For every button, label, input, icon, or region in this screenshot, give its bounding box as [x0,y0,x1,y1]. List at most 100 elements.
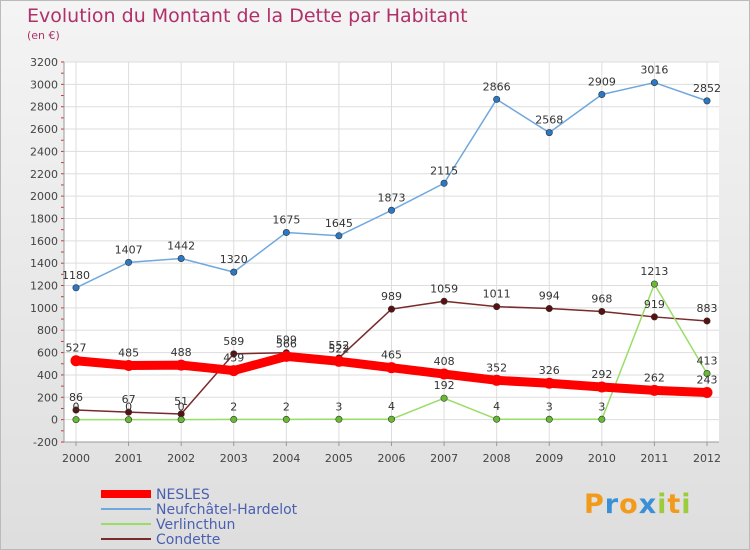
x-tick-label: 2003 [220,452,248,465]
data-point [72,284,80,292]
data-label: 3016 [640,64,668,77]
data-point [438,368,450,380]
data-label: 0 [73,401,80,414]
x-tick-label: 2012 [693,452,721,465]
data-label: 883 [697,302,718,315]
y-tick-label: 1800 [30,212,58,225]
y-tick-label: 800 [37,324,58,337]
x-tick-label: 2008 [483,452,511,465]
legend-label: Condette [156,532,220,548]
y-tick-label: -200 [33,436,58,449]
data-label: 2852 [693,82,721,95]
data-point [701,386,713,398]
data-point [650,79,658,87]
data-point [598,307,606,315]
data-label: 3 [546,400,553,413]
data-point [491,374,503,386]
data-point [230,350,238,358]
x-tick-label: 2007 [430,452,458,465]
data-label: 1645 [325,217,353,230]
y-tick-label: 3000 [30,78,58,91]
x-tick-label: 2009 [535,452,563,465]
y-tick-label: 2800 [30,101,58,114]
y-tick-label: 1200 [30,280,58,293]
data-label: 3 [335,400,342,413]
y-tick-label: 400 [37,369,58,382]
data-point [598,91,606,99]
data-point [125,416,133,424]
data-point [335,232,343,240]
data-label: 919 [644,298,665,311]
data-point [440,394,448,402]
data-label: 4 [388,400,395,413]
y-tick-label: 2600 [30,123,58,136]
y-tick-label: 2000 [30,190,58,203]
data-label: 552 [328,339,349,352]
data-label: 243 [697,373,718,386]
data-point [177,254,185,262]
data-label: 2 [230,400,237,413]
data-point [230,415,238,423]
data-point [125,258,133,266]
data-label: 566 [276,337,297,350]
brand-logo: Proxiti [584,489,692,520]
y-tick-label: 200 [37,391,58,404]
data-point [545,305,553,313]
chart-title: Evolution du Montant de la Dette par Hab… [27,5,468,27]
x-tick-label: 2004 [272,452,300,465]
data-point [387,305,395,313]
data-point [440,179,448,187]
brand-logo-letter: t [667,489,682,520]
data-label: 1407 [115,243,143,256]
data-point [70,355,82,367]
chart-subtitle: (en €) [27,29,60,42]
data-label: 1059 [430,282,458,295]
data-point [177,416,185,424]
data-label: 1873 [378,191,406,204]
data-label: 527 [66,342,87,355]
data-point [703,97,711,105]
y-tick-label: 1400 [30,257,58,270]
brand-logo-letter: i [657,489,668,520]
data-point [493,303,501,311]
data-point [545,129,553,137]
data-label: 0 [178,401,185,414]
data-label: 994 [539,290,560,303]
data-point [282,415,290,423]
y-tick-label: 1000 [30,302,58,315]
legend-label: NESLES [156,487,210,503]
data-label: 292 [591,368,612,381]
data-label: 3 [598,400,605,413]
data-label: 589 [223,335,244,348]
data-point [125,408,133,416]
x-tick-label: 2002 [167,452,195,465]
data-label: 1213 [640,265,668,278]
data-label: 51 [174,395,188,408]
y-tick-label: 3200 [30,56,58,69]
data-label: 488 [171,346,192,359]
data-label: 326 [539,364,560,377]
data-point [650,280,658,288]
data-label: 522 [328,342,349,355]
data-point [387,415,395,423]
data-label: 2 [283,400,290,413]
data-label: 86 [69,391,83,404]
x-tick-label: 2010 [588,452,616,465]
data-label: 1011 [483,288,511,301]
data-point [598,415,606,423]
data-label: 1675 [272,213,300,226]
data-label: 2115 [430,164,458,177]
brand-logo-letter: o [619,489,639,520]
data-point [335,415,343,423]
legend-label: Verlincthun [156,517,235,533]
data-label: 599 [276,334,297,347]
data-point [228,365,240,377]
data-point [703,317,711,325]
data-label: 1442 [167,239,195,252]
y-tick-label: 0 [51,414,58,427]
data-point [280,350,292,362]
legend-label: Neufchâtel-Hardelot [156,502,298,518]
data-point [175,359,187,371]
x-tick-label: 2000 [62,452,90,465]
